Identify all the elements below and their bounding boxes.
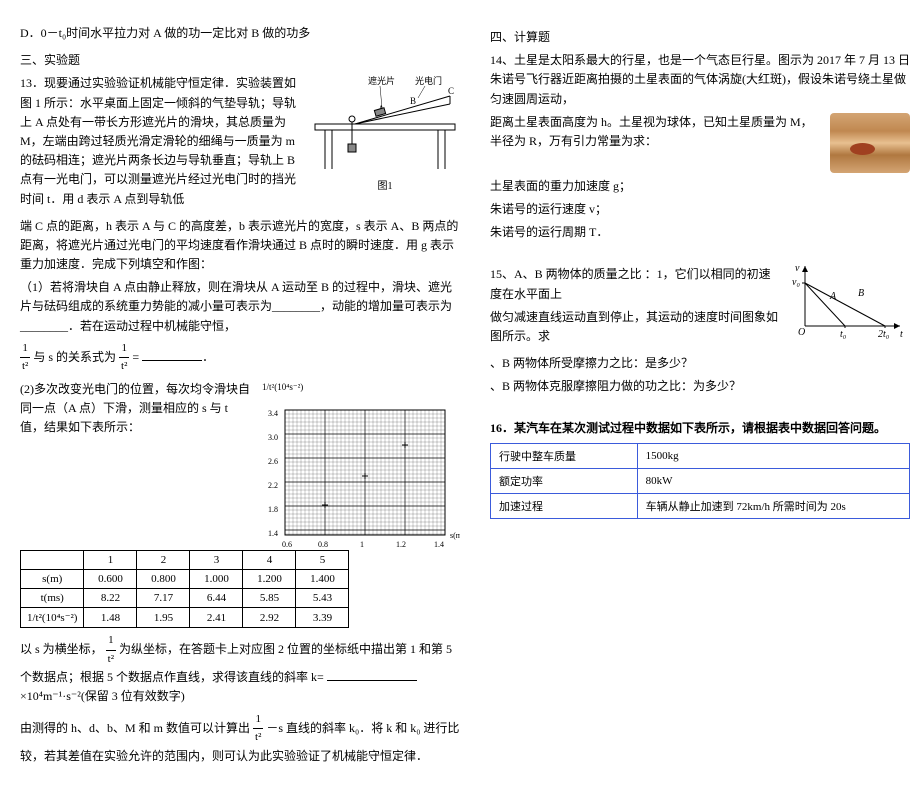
svg-text:1: 1 [360,540,364,549]
q13-1b-text: 与 s 的关系式为 [33,350,116,364]
aft3: ×10⁴m⁻¹·s⁻²(保留 3 位有效数字) [20,689,185,703]
table-cell: 1/t²(10⁴s⁻²) [21,608,84,628]
figure-1-label: 图1 [310,177,460,192]
table-header-cell: 5 [296,551,349,570]
label-C: C [448,86,454,96]
svg-text:1.4: 1.4 [434,540,444,549]
svg-text:s(m): s(m) [450,531,460,540]
label-shade: 遮光片 [368,75,395,86]
frac-1-t2-c: 1t² [106,632,116,668]
blue-table: 行驶中整车质量1500kg额定功率80kW加速过程车辆从静止加速到 72km/h… [490,443,910,519]
svg-text:2t₀: 2t₀ [878,329,890,340]
svg-text:B: B [858,288,864,299]
table-cell: t(ms) [21,589,84,608]
q13-last: 由测得的 h、d、b、M 和 m 数值可以计算出 1t² －s 直线的斜率 k₀… [20,711,460,766]
table-cell: 0.800 [137,570,190,589]
svg-text:t₀: t₀ [840,329,847,340]
option-d-text: D．0－t₀时间水平拉力对 A 做的功一定比对 B 做的功多 [20,24,460,43]
blank-k [327,680,417,681]
label-gate: 光电门 [415,75,442,86]
frac-1-t2-d: 1t² [253,711,263,747]
svg-text:2.6: 2.6 [268,457,278,466]
section-4-title: 四、计算题 [490,28,910,47]
svg-text:1.4: 1.4 [268,529,278,538]
chart-figure: 1/t²(10⁴s⁻²) 1.4 1.8 2.2 2.6 3.0 3.4 0.6… [260,380,460,550]
q15-text-b: 、B 两物体所受摩擦力之比：是多少？ [490,354,910,373]
svg-text:A: A [829,291,837,302]
svg-text:O: O [798,327,805,338]
table-cell: 额定功率 [491,468,638,493]
data-table-1: 12345 s(m)0.6000.8001.0001.2001.400 t(ms)8… [20,550,349,628]
label-B: B [410,96,416,106]
table-cell: 2.92 [243,608,296,628]
q13-after-table: 以 s 为横坐标， 1t² 为纵坐标，在答题卡上对应图 2 位置的坐标纸中描出第… [20,632,460,707]
table-header-cell: 2 [137,551,190,570]
table-cell: 行驶中整车质量 [491,443,638,468]
table-cell: 0.600 [84,570,137,589]
table-header-cell: 4 [243,551,296,570]
table-cell: s(m) [21,570,84,589]
table-header-cell: 3 [190,551,243,570]
svg-text:v₀: v₀ [792,277,800,288]
frac-1-t2-b: 1t² [119,340,129,376]
q16-text: 16．某汽车在某次测试过程中数据如下表所示，请根据表中数据回答问题。 [490,419,910,438]
last1: 由测得的 h、d、b、M 和 m 数值可以计算出 [20,720,250,734]
table-cell: 1.95 [137,608,190,628]
svg-text:0.6: 0.6 [282,540,292,549]
table-cell: 车辆从静止加速到 72km/h 所需时间为 20s [637,493,909,518]
q14-item-2: 朱诺号的运行速度 v； [490,200,910,219]
table-cell: 1.000 [190,570,243,589]
q14-item-3: 朱诺号的运行周期 T． [490,223,910,242]
table-cell: 加速过程 [491,493,638,518]
svg-text:1.2: 1.2 [396,540,406,549]
table-cell: 1.400 [296,570,349,589]
figure-1: A B C 遮光片 光电门 图1 [310,74,460,192]
planet-image [830,113,910,173]
svg-text:3.0: 3.0 [268,433,278,442]
q14-item-1: 土星表面的重力加速度 g； [490,177,910,196]
table-cell: 5.43 [296,589,349,608]
table-cell: 80kW [637,468,909,493]
q15-text-c: 、B 两物体克服摩擦阻力做的功之比：为多少？ [490,377,910,396]
section-3-title: 三、实验题 [20,51,460,70]
svg-text:2.2: 2.2 [268,481,278,490]
table-cell: 8.22 [84,589,137,608]
table-cell: 3.39 [296,608,349,628]
velocity-graph: v v₀ A B O t₀ 2t₀ t [790,261,910,341]
q13-mid: 端 C 点的距离，h 表示 A 与 C 的高度差，b 表示遮光片的宽度，s 表示… [20,217,460,275]
svg-text:3.4: 3.4 [268,409,278,418]
q13-part1: （1）若将滑块自 A 点由静止释放，则在滑块从 A 运动至 B 的过程中，滑块、… [20,278,460,336]
blank-1 [142,360,202,361]
frac-1-t2: 1t² [20,340,30,376]
q16-bold: 16．某汽车在某次测试过程中数据如下表所示，请根据表中数据回答问题。 [490,421,886,435]
table-cell: 5.85 [243,589,296,608]
svg-text:1.8: 1.8 [268,505,278,514]
table-cell: 1500kg [637,443,909,468]
svg-text:v: v [795,263,800,274]
table-cell: 7.17 [137,589,190,608]
table-cell: 1.200 [243,570,296,589]
table-cell: 2.41 [190,608,243,628]
table-cell: 6.44 [190,589,243,608]
svg-text:1/t²(10⁴s⁻²): 1/t²(10⁴s⁻²) [262,382,303,392]
aft1: 以 s 为横坐标， [20,642,103,656]
q14-text: 14、土星是太阳系最大的行星，也是一个气态巨行星。图示为 2017 年 7 月 … [490,51,910,109]
q13-part1b: 1t² 与 s 的关系式为 1t² = ． [20,340,460,376]
table-header-cell: 1 [84,551,137,570]
svg-text:0.8: 0.8 [318,540,328,549]
table-cell: 1.48 [84,608,137,628]
svg-text:t: t [900,329,903,340]
table-header-cell [21,551,84,570]
